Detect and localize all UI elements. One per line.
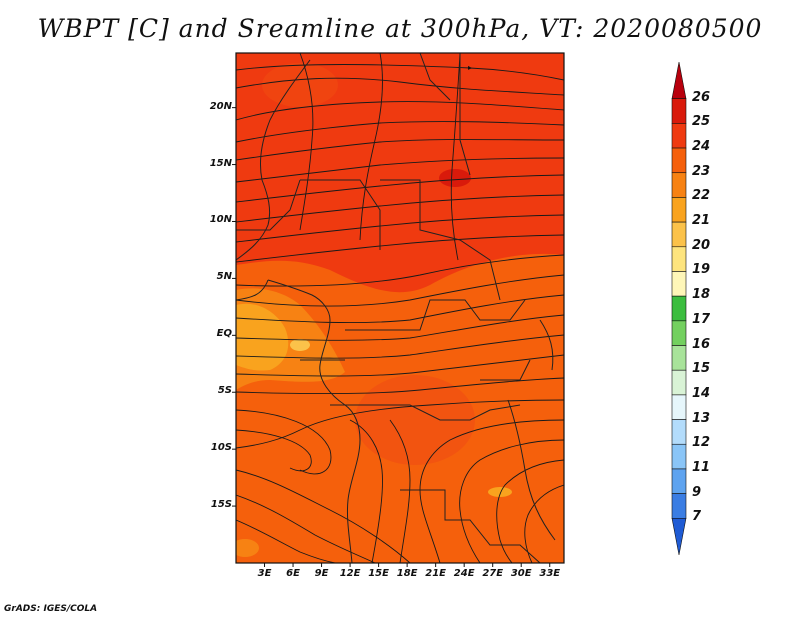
colorbar	[671, 61, 687, 556]
colorbar-swatch	[671, 172, 687, 198]
lon-label: 9E	[314, 568, 329, 579]
lon-label: 24E	[453, 568, 475, 579]
lon-label: 15E	[368, 568, 389, 579]
field-region-25	[439, 169, 471, 187]
lat-label: 5N	[216, 271, 232, 283]
colorbar-swatch	[671, 246, 687, 272]
colorbar-swatch	[671, 271, 687, 297]
colorbar-label: 22	[692, 188, 711, 204]
colorbar-label: 18	[692, 287, 711, 303]
plot-frame	[235, 52, 565, 564]
map-plot-area	[236, 53, 564, 563]
lat-label: 20N	[209, 100, 232, 112]
axis-ticks	[232, 107, 551, 567]
colorbar-swatch	[671, 123, 687, 149]
colorbar-label: 24	[692, 139, 711, 155]
lon-label: 18E	[396, 568, 418, 579]
colorbar-label: 12	[692, 435, 711, 451]
lat-label: 10N	[209, 214, 232, 226]
colorbar-label: 21	[692, 213, 711, 229]
lat-label: 5S	[217, 385, 232, 397]
lon-label: 6E	[286, 568, 300, 579]
lon-label: 30E	[510, 568, 532, 579]
credit-text: GrADS: IGES/COLA	[4, 604, 98, 614]
colorbar-swatch	[671, 98, 687, 124]
lat-label: 15N	[209, 157, 232, 169]
lat-label: EQ	[216, 328, 232, 340]
lon-label: 12E	[339, 568, 361, 579]
lat-label: 10S	[210, 442, 232, 454]
colorbar-label: 14	[692, 385, 711, 401]
colorbar-label: 23	[692, 163, 711, 179]
colorbar-label: 9	[692, 484, 702, 500]
colorbar-swatch	[671, 468, 687, 494]
colorbar-label: 17	[692, 311, 711, 327]
colorbar-swatch	[671, 369, 687, 396]
colorbar-swatch	[671, 197, 687, 223]
colorbar-label: 26	[692, 89, 711, 105]
streamlines	[236, 53, 564, 563]
country-borders	[236, 53, 556, 563]
colorbar-label: 13	[692, 410, 711, 426]
colorbar-swatch	[671, 221, 687, 248]
field-region-south-warm	[355, 375, 475, 465]
colorbar-label: 19	[692, 262, 711, 278]
colorbar-swatch	[671, 493, 687, 519]
lon-label: 27E	[482, 568, 504, 579]
lon-label: 21E	[425, 568, 447, 579]
colorbar-swatch	[671, 345, 687, 371]
colorbar-swatch	[671, 320, 687, 346]
field-region-20	[290, 339, 310, 351]
field-region-warm-north	[262, 63, 338, 107]
field-region-southeast	[488, 487, 512, 497]
lat-label: 15S	[210, 499, 232, 511]
colorbar-label: 20	[692, 237, 711, 253]
colorbar-label: 15	[692, 361, 711, 377]
map-title: WBPT [C] and Sreamline at 300hPa, VT: 20…	[37, 14, 763, 43]
lon-label: 33E	[539, 568, 561, 579]
lon-label: 3E	[257, 568, 272, 579]
colorbar-swatch	[671, 147, 687, 174]
colorbar-swatch	[671, 295, 687, 322]
colorbar-label: 25	[692, 114, 711, 130]
colorbar-label: 7	[692, 509, 702, 525]
field-region-southwest	[236, 539, 259, 557]
colorbar-label: 16	[692, 336, 711, 352]
colorbar-swatch	[671, 518, 687, 556]
colorbar-swatch	[671, 419, 687, 445]
colorbar-label: 11	[692, 459, 711, 475]
colorbar-swatch	[671, 61, 687, 99]
colorbar-swatch	[671, 394, 687, 420]
colorbar-swatch	[671, 443, 687, 470]
